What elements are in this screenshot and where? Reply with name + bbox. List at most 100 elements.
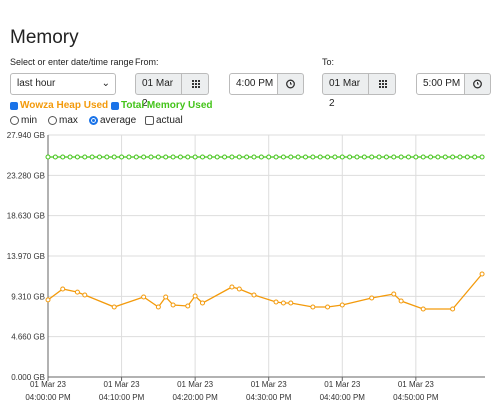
mode-label: min — [21, 115, 38, 126]
y-tick-label: 18.630 GB — [7, 212, 45, 221]
data-point — [74, 289, 80, 295]
range-value: last hour — [17, 78, 56, 89]
data-point — [273, 154, 279, 160]
radio[interactable] — [10, 116, 19, 125]
data-point — [398, 298, 404, 304]
data-point — [325, 154, 331, 160]
data-point — [229, 154, 235, 160]
data-point — [104, 154, 110, 160]
data-point — [60, 154, 66, 160]
y-tick-label: 9.310 GB — [11, 292, 45, 301]
data-point — [310, 154, 316, 160]
data-point — [244, 154, 250, 160]
actual-label: actual — [156, 115, 183, 126]
mode-label: max — [59, 115, 78, 126]
data-point — [141, 294, 147, 300]
legend-label: Wowza Heap Used — [20, 100, 109, 111]
data-point — [479, 154, 485, 160]
checkbox[interactable] — [10, 101, 18, 110]
legend-label: Total Memory Used — [121, 100, 213, 111]
data-point — [288, 300, 294, 306]
data-point — [229, 284, 235, 290]
data-point — [302, 154, 308, 160]
x-tick-label: 04:40:00 PM — [320, 393, 366, 402]
data-point — [339, 154, 345, 160]
range-label: Select or enter date/time range — [10, 57, 134, 67]
data-point — [420, 154, 426, 160]
to-label: To: — [322, 57, 335, 67]
data-point — [60, 286, 66, 292]
data-point — [170, 154, 176, 160]
data-point — [45, 297, 51, 303]
data-point — [383, 154, 389, 160]
from-calendar-button[interactable] — [181, 73, 209, 95]
to-date[interactable]: 01 Mar 2 — [322, 73, 369, 109]
data-point — [67, 154, 73, 160]
data-point — [236, 286, 242, 292]
mode-option[interactable]: min — [10, 115, 37, 126]
x-tick-label: 04:30:00 PM — [246, 393, 292, 402]
x-tick-label: 04:50:00 PM — [393, 393, 439, 402]
radio[interactable] — [89, 116, 98, 125]
data-point — [347, 154, 353, 160]
data-point — [435, 154, 441, 160]
y-tick-label: 13.970 GB — [7, 252, 45, 261]
from-date[interactable]: 01 Mar 2 — [135, 73, 182, 109]
to-time[interactable]: 5:00 PM — [416, 73, 465, 95]
data-point — [376, 154, 382, 160]
x-tick-label: 04:20:00 PM — [172, 393, 218, 402]
data-point — [325, 304, 331, 310]
data-point — [310, 304, 316, 310]
data-point — [236, 154, 242, 160]
clock-icon — [286, 79, 295, 89]
data-point — [89, 154, 95, 160]
data-point — [273, 299, 279, 305]
calendar-icon — [379, 80, 387, 88]
data-point — [251, 292, 257, 298]
actual-option[interactable]: actual — [145, 115, 183, 126]
data-point — [96, 154, 102, 160]
from-time[interactable]: 4:00 PM — [229, 73, 278, 95]
data-point — [141, 154, 147, 160]
data-point — [185, 154, 191, 160]
data-point — [428, 154, 434, 160]
data-point — [207, 154, 213, 160]
checkbox[interactable] — [111, 101, 119, 110]
data-point — [266, 154, 272, 160]
data-point — [155, 154, 161, 160]
page-title: Memory — [10, 27, 79, 48]
range-select[interactable]: last hour ⌄ — [10, 73, 116, 95]
data-point — [199, 300, 205, 306]
from-label: From: — [135, 57, 159, 67]
data-point — [354, 154, 360, 160]
data-point — [339, 302, 345, 308]
to-calendar-button[interactable] — [368, 73, 396, 95]
legend-item[interactable]: Wowza Heap Used — [10, 100, 108, 111]
from-clock-button[interactable] — [277, 73, 304, 95]
data-point — [391, 154, 397, 160]
radio[interactable] — [48, 116, 57, 125]
chart: 0.000 GB 4.660 GB 9.310 GB 13.970 GB 18.630 … — [7, 131, 485, 402]
x-tick-label: 01 Mar 23 — [30, 380, 67, 389]
data-point — [74, 154, 80, 160]
data-point — [119, 154, 125, 160]
data-point — [148, 154, 154, 160]
data-point — [111, 154, 117, 160]
data-point — [163, 294, 169, 300]
data-point — [369, 295, 375, 301]
data-point — [450, 306, 456, 312]
y-tick-label: 23.280 GB — [7, 171, 45, 180]
mode-option[interactable]: max — [48, 115, 78, 126]
data-point — [170, 302, 176, 308]
checkbox[interactable] — [145, 116, 154, 125]
to-clock-button[interactable] — [464, 73, 491, 95]
x-tick-label: 01 Mar 23 — [177, 380, 214, 389]
legend-item[interactable]: Total Memory Used — [111, 100, 213, 111]
data-point — [163, 154, 169, 160]
mode-option[interactable]: average — [89, 115, 136, 126]
data-point — [185, 303, 191, 309]
data-point — [288, 154, 294, 160]
data-point — [479, 271, 485, 277]
calendar-icon — [192, 80, 200, 88]
data-point — [222, 154, 228, 160]
